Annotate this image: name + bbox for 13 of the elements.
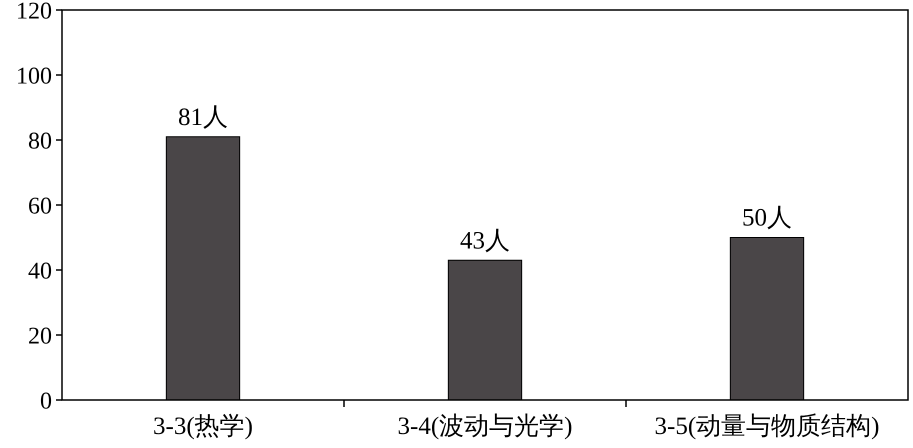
- y-tick-label: 80: [28, 128, 52, 154]
- y-tick-label: 0: [40, 388, 52, 414]
- data-label: 43人: [460, 227, 510, 254]
- y-tick-label: 20: [28, 323, 52, 350]
- data-label: 81人: [178, 104, 228, 131]
- x-tick-label: 3-5(动量与物质结构): [654, 413, 880, 440]
- y-tick-label: 120: [16, 0, 52, 24]
- data-label: 50人: [742, 204, 792, 232]
- x-tick-label: 3-3(热学): [153, 413, 253, 440]
- y-tick-label: 60: [28, 193, 52, 220]
- x-tick-label: 3-4(波动与光学): [398, 413, 572, 440]
- y-tick-label: 40: [28, 258, 52, 284]
- y-tick-label: 100: [16, 63, 52, 90]
